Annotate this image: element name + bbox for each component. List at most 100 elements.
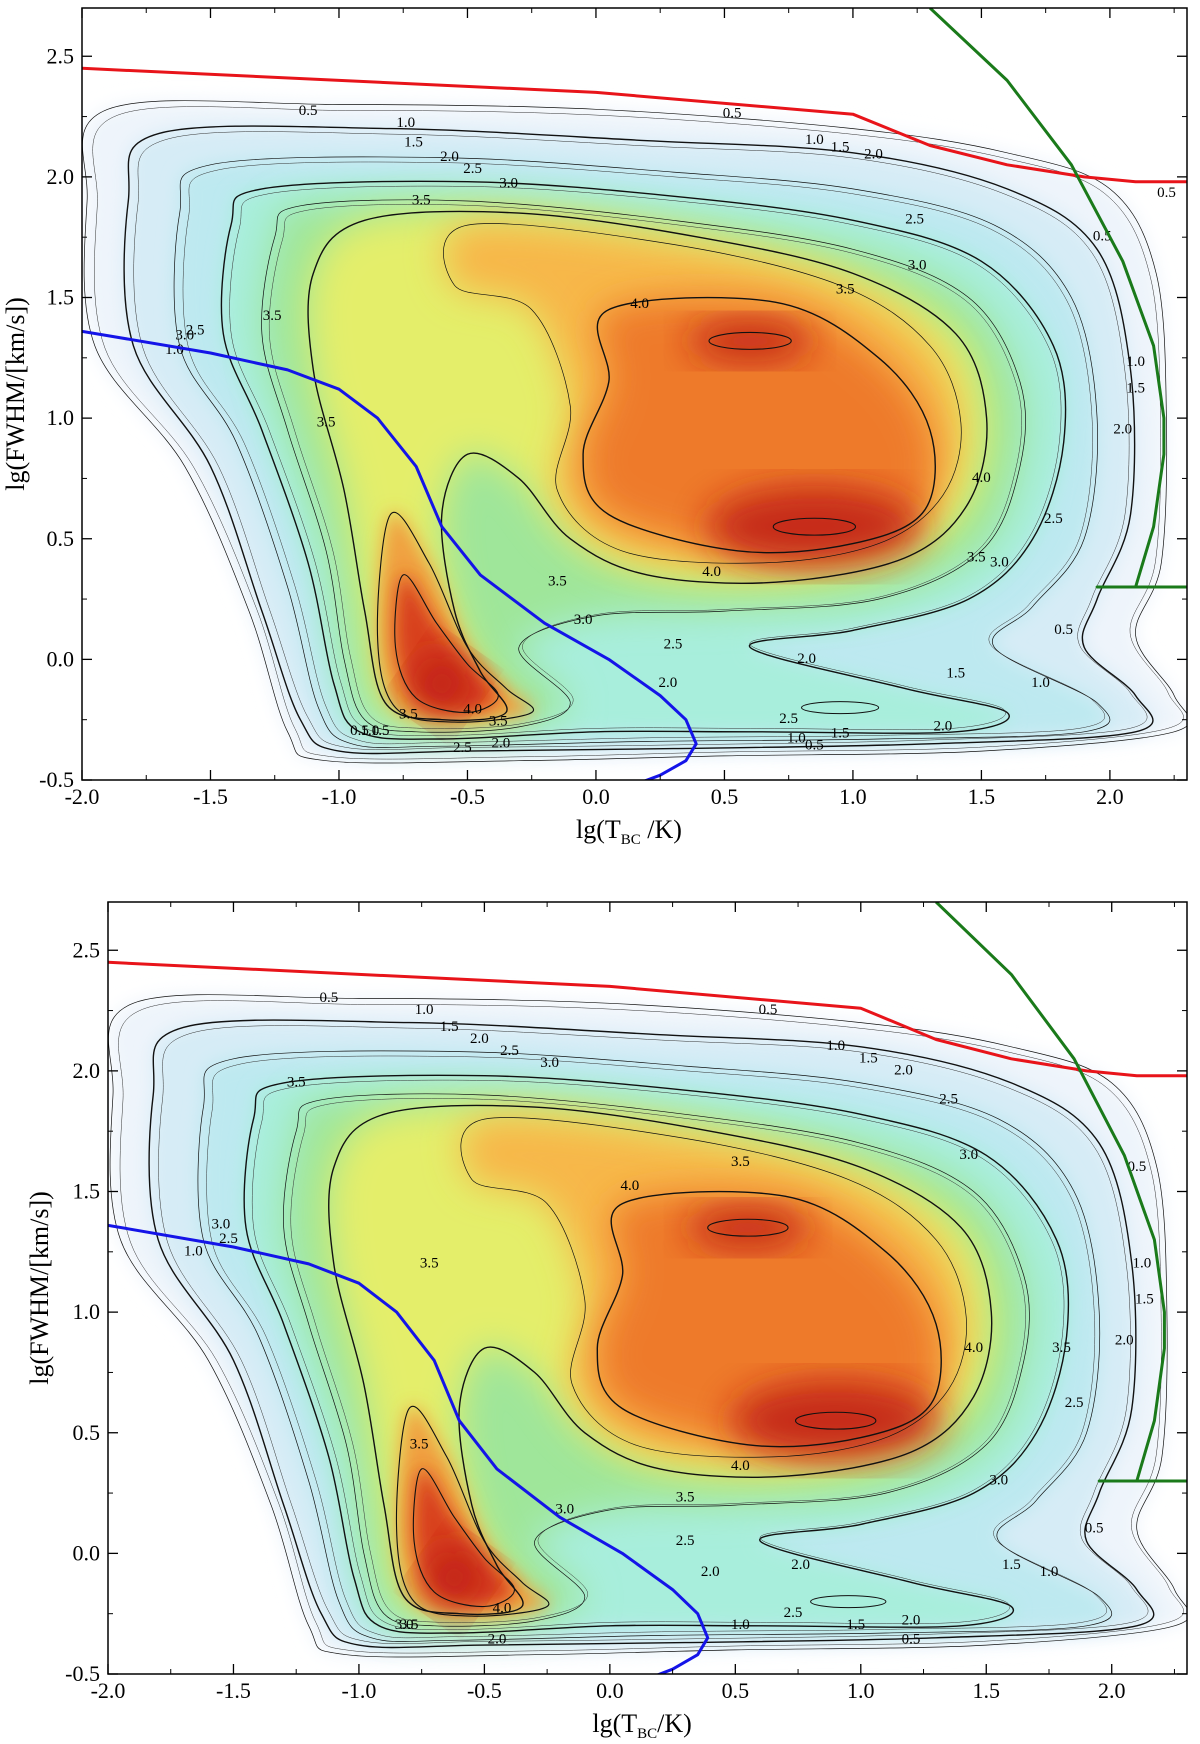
contour-label: 0.5 xyxy=(723,106,742,122)
contour-label: 4.0 xyxy=(493,1600,512,1616)
x-tick-label: 1.5 xyxy=(968,784,996,809)
contour-label: 2.0 xyxy=(894,1062,913,1078)
contour-label: 3.0 xyxy=(959,1147,978,1163)
contour-label: 2.0 xyxy=(1115,1333,1134,1349)
contour-label: 2.5 xyxy=(186,323,205,339)
x-tick-label: 1.0 xyxy=(847,1678,875,1703)
contour-label: 2.5 xyxy=(500,1043,519,1059)
contour-labels: 0.51.01.52.02.53.03.50.51.01.52.02.53.03… xyxy=(184,990,1154,1648)
top-contour-chart: 0.51.01.52.02.53.03.50.51.0 1.5 2.02.53.03… xyxy=(1,7,1188,848)
x-tick-label: 0.5 xyxy=(711,784,739,809)
contour-peak-ring xyxy=(772,517,857,536)
contour-label: 1.5 xyxy=(946,665,965,681)
contour-label: 4.0 xyxy=(972,470,991,486)
contour-label: 1.5 xyxy=(831,139,850,155)
contour-label: 2.5 xyxy=(463,161,482,177)
x-tick-label: 0.0 xyxy=(596,1678,624,1703)
contour-label: 3.5 xyxy=(1052,1340,1071,1356)
y-tick-label: 1.5 xyxy=(73,1179,101,1204)
contour-label: 1.0 xyxy=(826,1038,845,1054)
contour-label: 1.0 xyxy=(1132,1255,1151,1271)
green-boundary-line xyxy=(928,8,1187,589)
x-tick-label: -1.5 xyxy=(216,1678,251,1703)
density-field: 0.51.01.52.02.53.03.50.51.01.52.02.53.03… xyxy=(108,902,1187,1674)
contour-peak-ring xyxy=(707,1218,789,1237)
contour-label: 2.5 xyxy=(779,711,798,727)
contour-label: 3.0 xyxy=(555,1501,574,1517)
contour-line-7 xyxy=(582,296,936,554)
x-tick-label: -2.0 xyxy=(65,784,100,809)
contour-label: 3.5 xyxy=(548,574,567,590)
contour-line-5 xyxy=(328,1104,993,1616)
contour-label: 1.0 xyxy=(1031,675,1050,691)
green-boundary-line xyxy=(935,902,1187,1483)
x-tick-label: 0.0 xyxy=(582,784,610,809)
contour-label: 3.5 xyxy=(410,1436,429,1452)
contour-label: 0.5 xyxy=(1054,622,1073,638)
contour-label: 2.0 xyxy=(488,1632,507,1648)
contour-label: 1.5 xyxy=(1126,381,1145,397)
contour-label: 2.0 xyxy=(470,1031,489,1047)
contour-line-thin xyxy=(182,161,1105,745)
contour-label: 1.5 xyxy=(1002,1557,1021,1573)
contour-label: 2.0 xyxy=(902,1612,921,1628)
contour-label: 1.5 xyxy=(1135,1292,1154,1308)
contour-label: 2.5 xyxy=(1065,1395,1084,1411)
contour-line-1 xyxy=(123,125,1154,755)
contour-label: 3.0 xyxy=(212,1217,231,1233)
contour-label: 3.5 xyxy=(489,714,508,730)
x-axis-title-subscript: BC xyxy=(637,1726,657,1742)
x-axis-title: lg(TBC/K) xyxy=(592,1709,691,1742)
contour-label: 2.0 xyxy=(933,718,952,734)
contour-label: 2.5 xyxy=(664,636,683,652)
contour-label: 3.0 xyxy=(989,1472,1008,1488)
contour-label: 3.0 xyxy=(990,554,1009,570)
contour-label: 1.0 xyxy=(805,132,824,148)
contour-line-low xyxy=(394,574,499,714)
contour-line-thin xyxy=(229,185,1062,736)
contour-label: 1.5 xyxy=(404,135,423,151)
contour-label: 2.5 xyxy=(939,1091,958,1107)
contour-label: 1.0 xyxy=(415,1002,434,1018)
contour-label: 0.5 xyxy=(759,1002,778,1018)
contour-label: 2.5 xyxy=(453,740,472,756)
contour-line-0 xyxy=(82,100,1187,764)
contour-line-2 xyxy=(197,1050,1113,1642)
contour-label: 3.5 xyxy=(263,308,282,324)
contour-line-7 xyxy=(596,1190,942,1448)
blue-curve-line xyxy=(108,1223,710,1674)
contour-label: 1.0 xyxy=(184,1243,203,1259)
contour-label: 3.5 xyxy=(399,706,418,722)
contour-peak-ring xyxy=(794,1411,877,1430)
x-tick-label: 2.0 xyxy=(1096,784,1124,809)
contour-label: 2.5 xyxy=(219,1231,238,1247)
contour-label: 3.0 xyxy=(540,1055,559,1071)
x-tick-label: -1.5 xyxy=(193,784,228,809)
axis-ticks: -2.0 -1.5 -1.0 -0.5 0.0 0.5 1.0 1.5 2.0-0.50.00.… xyxy=(39,8,1187,809)
contour-label: 2.0 xyxy=(791,1557,810,1573)
contour-label: 2.5 xyxy=(784,1605,803,1621)
contour-label: 1.0 xyxy=(396,115,415,131)
contour-label: 1.0 xyxy=(360,723,379,739)
contour-label: 2.0 xyxy=(1113,422,1132,438)
y-tick-label: 2.5 xyxy=(47,43,75,68)
contour-label: 3.5 xyxy=(412,192,431,208)
contour-line-thin xyxy=(251,1079,1065,1630)
red-boundary-line xyxy=(108,960,1187,1078)
contour-label: 3.5 xyxy=(967,549,986,565)
x-axis-title: lg(TBC /K) xyxy=(576,815,682,848)
x-tick-label: -1.0 xyxy=(342,1678,377,1703)
contour-line-5 xyxy=(307,210,988,722)
blue-curve-line xyxy=(82,329,698,780)
contour-line-4 xyxy=(283,1093,1030,1627)
contour-label: 1.5 xyxy=(440,1019,459,1035)
contour-label: 2.5 xyxy=(1044,511,1063,527)
top-panel: 0.5 1.0 1.5 2.0 2.5 3.0 3.5 0.5 1.0 1.5 2.0 2.5 3.0 3… xyxy=(0,0,1200,870)
contour-label: 0.5 xyxy=(299,103,318,119)
x-tick-label: -1.0 xyxy=(322,784,357,809)
contour-label: 0.5 xyxy=(805,738,824,754)
y-tick-label: 0.5 xyxy=(73,1420,101,1445)
contour-label: 2.5 xyxy=(676,1533,695,1549)
axis-ticks: -2.0 -1.5 -1.0 -0.5 0.0 0.5 1.0 1.5 2.0-0.50.00.… xyxy=(65,902,1187,1703)
